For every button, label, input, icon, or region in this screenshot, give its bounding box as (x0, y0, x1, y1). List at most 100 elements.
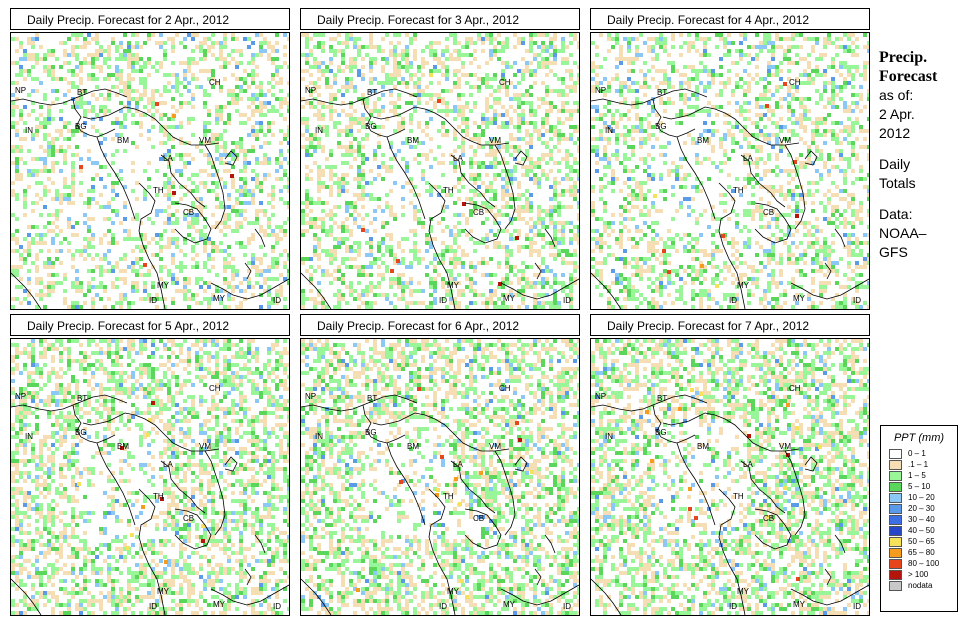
precip-cell (119, 301, 123, 305)
precip-cell (263, 269, 267, 273)
precip-cell (71, 257, 75, 261)
precip-cell (807, 61, 811, 65)
precip-cell (453, 201, 457, 205)
precip-cell (325, 77, 329, 81)
precip-cell (43, 57, 47, 61)
precip-cell (71, 169, 75, 173)
precip-cell (91, 297, 95, 301)
precip-cell (831, 81, 835, 85)
precip-cell (155, 233, 159, 237)
precip-cell (365, 253, 369, 257)
precip-cell (11, 249, 15, 253)
precip-cell (595, 149, 599, 153)
precip-cell (465, 253, 469, 257)
precip-cell (711, 149, 715, 153)
precip-map: NP BT IN BG BM CH VM LA TH CB MY MY ID ID (590, 32, 870, 310)
precip-cell (139, 97, 143, 101)
precip-cell (263, 113, 267, 117)
precip-cell-intense (155, 102, 159, 106)
precip-cell (453, 241, 457, 245)
precip-cell (497, 261, 501, 265)
precip-cell (135, 269, 139, 273)
precip-cell (251, 113, 255, 117)
precip-cell (51, 149, 55, 153)
precip-cell (235, 213, 239, 217)
precip-cell (47, 133, 51, 137)
precip-cell (365, 181, 369, 185)
precip-cell (683, 113, 687, 117)
precip-cell (195, 213, 199, 217)
precip-cell (215, 273, 219, 277)
precip-cell (239, 49, 243, 53)
precip-cell (473, 133, 477, 137)
precip-cell (313, 137, 317, 141)
precip-cell (537, 137, 541, 141)
precip-cell (135, 105, 139, 109)
precip-cell (15, 37, 19, 41)
precip-cell (377, 205, 381, 209)
precip-cell (143, 249, 147, 253)
precip-cell (143, 233, 147, 237)
precip-cell (635, 45, 639, 49)
precip-cell (465, 53, 469, 57)
precip-cell (461, 105, 465, 109)
precip-cell (469, 281, 473, 285)
precip-cell (521, 209, 525, 213)
precip-cell (815, 129, 819, 133)
precip-cell (397, 105, 401, 109)
precip-cell (365, 289, 369, 293)
precip-cell (461, 145, 465, 149)
precip-cell (843, 45, 847, 49)
precip-cell (159, 117, 163, 121)
precip-cell (341, 241, 345, 245)
precip-cell (417, 121, 421, 125)
precip-cell (493, 245, 497, 249)
precip-cell (255, 129, 259, 133)
precip-cell (485, 237, 489, 241)
precip-cell (243, 277, 247, 281)
precip-cell (31, 37, 35, 41)
precip-cell (413, 145, 417, 149)
precip-cell (321, 201, 325, 205)
precip-cell (707, 85, 711, 89)
precip-cell (19, 117, 23, 121)
precip-cell (687, 33, 691, 37)
precip-cell (15, 297, 19, 301)
precip-cell (243, 153, 247, 157)
precip-cell (759, 105, 763, 109)
precip-cell (485, 97, 489, 101)
precip-cell (843, 137, 847, 141)
precip-cell (369, 57, 373, 61)
precip-cell (223, 261, 227, 265)
precip-cell (301, 213, 305, 217)
precip-cell (847, 201, 851, 205)
precip-cell (27, 93, 31, 97)
precip-cell (783, 57, 787, 61)
precip-cell (611, 117, 615, 121)
precip-cell (159, 33, 163, 37)
precip-cell (545, 281, 549, 285)
precip-cell (775, 37, 779, 41)
precip-cell (227, 297, 231, 301)
precip-cell (591, 65, 595, 69)
precip-cell (63, 93, 67, 97)
precip-cell (509, 121, 513, 125)
precip-cell (847, 33, 851, 37)
precip-cell (287, 277, 289, 281)
precip-cell (313, 61, 317, 65)
precip-cell (333, 257, 337, 261)
precip-cell (135, 213, 139, 217)
precip-cell (691, 185, 695, 189)
precip-cell (485, 165, 489, 169)
precip-cell (591, 209, 595, 213)
precip-cell (39, 289, 43, 293)
precip-cell (75, 45, 79, 49)
precip-cell (787, 189, 791, 193)
precip-cell (695, 77, 699, 81)
precip-cell (497, 265, 501, 269)
precip-cell (283, 201, 287, 205)
precip-cell (361, 173, 365, 177)
precip-cell (565, 253, 569, 257)
precip-cell (95, 33, 99, 37)
precip-cell (83, 113, 87, 117)
